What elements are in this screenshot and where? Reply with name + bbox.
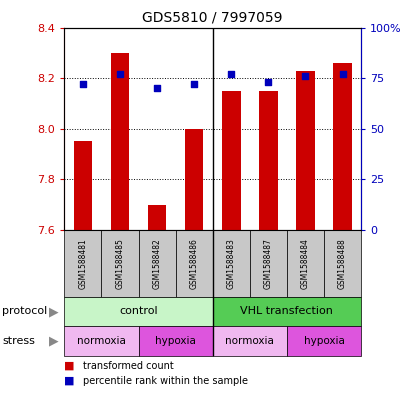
Bar <box>64 297 213 326</box>
Bar <box>333 63 352 230</box>
Text: GSM1588486: GSM1588486 <box>190 238 199 289</box>
Text: protocol: protocol <box>2 307 47 316</box>
Bar <box>64 326 139 356</box>
Point <box>339 71 346 77</box>
Text: stress: stress <box>2 336 35 346</box>
Title: GDS5810 / 7997059: GDS5810 / 7997059 <box>142 11 283 25</box>
Bar <box>213 297 361 326</box>
Text: GSM1588483: GSM1588483 <box>227 238 236 289</box>
Point <box>302 73 309 79</box>
Text: ■: ■ <box>64 376 75 386</box>
Text: ■: ■ <box>64 361 75 371</box>
Text: control: control <box>119 307 158 316</box>
Bar <box>250 230 287 297</box>
Bar <box>139 230 176 297</box>
Bar <box>185 129 203 230</box>
Text: GSM1588481: GSM1588481 <box>78 238 88 289</box>
Text: hypoxia: hypoxia <box>155 336 196 346</box>
Bar <box>287 230 324 297</box>
Bar <box>64 230 101 297</box>
Bar <box>148 205 166 230</box>
Bar <box>222 91 241 230</box>
Text: normoxia: normoxia <box>77 336 126 346</box>
Text: normoxia: normoxia <box>225 336 274 346</box>
Text: GSM1588488: GSM1588488 <box>338 238 347 289</box>
Point <box>80 81 86 87</box>
Text: GSM1588485: GSM1588485 <box>115 238 124 289</box>
Bar <box>287 326 361 356</box>
Text: hypoxia: hypoxia <box>303 336 344 346</box>
Point <box>228 71 234 77</box>
Point <box>265 79 272 85</box>
Bar <box>296 70 315 230</box>
Text: GSM1588482: GSM1588482 <box>153 238 161 289</box>
Bar <box>213 230 250 297</box>
Bar <box>324 230 361 297</box>
Bar <box>111 53 129 230</box>
Bar <box>73 141 92 230</box>
Point <box>117 71 123 77</box>
Text: transformed count: transformed count <box>83 361 174 371</box>
Bar <box>176 230 213 297</box>
Point <box>154 85 160 91</box>
Bar <box>101 230 139 297</box>
Bar <box>259 91 278 230</box>
Text: ▶: ▶ <box>49 305 59 318</box>
Bar <box>213 326 287 356</box>
Text: percentile rank within the sample: percentile rank within the sample <box>83 376 248 386</box>
Text: GSM1588487: GSM1588487 <box>264 238 273 289</box>
Text: VHL transfection: VHL transfection <box>240 307 333 316</box>
Bar <box>139 326 213 356</box>
Text: GSM1588484: GSM1588484 <box>301 238 310 289</box>
Text: ▶: ▶ <box>49 334 59 347</box>
Point <box>191 81 198 87</box>
